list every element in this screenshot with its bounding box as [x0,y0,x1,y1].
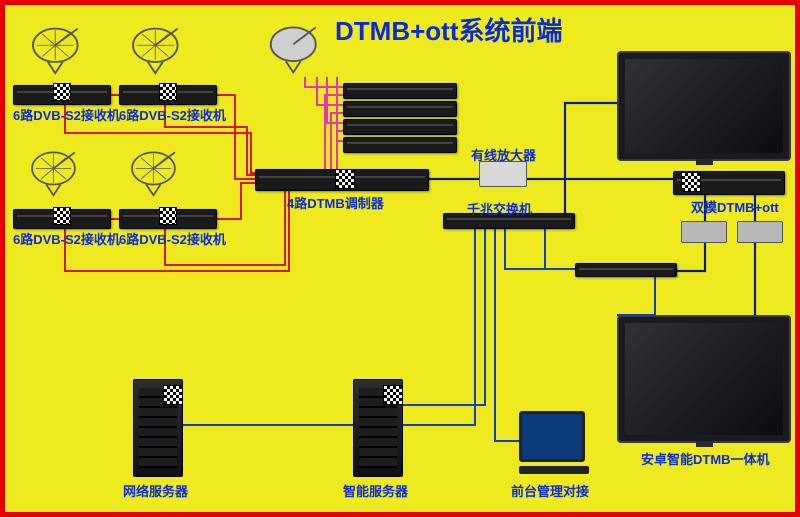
headend-stb-0 [343,83,457,99]
cable-amplifier [479,161,527,187]
satellite-dish-0 [27,23,91,75]
satellite-dish-3 [27,147,87,197]
amplifier-label: 有线放大器 [471,145,536,164]
page-title: DTMB+ott系统前端 [335,11,562,48]
management-pc-label: 前台管理对接 [511,481,589,500]
rf-splitter-1 [681,221,727,243]
receiver-label-0: 6路DVB-S2接收机 [13,105,120,124]
headend-stb-3 [343,137,457,153]
receiver-label-2: 6路DVB-S2接收机 [13,229,120,248]
android-tv-label: 安卓智能DTMB一体机 [641,449,770,468]
receiver-label-1: 6路DVB-S2接收机 [119,105,226,124]
diagram-canvas: DTMB+ott系统前端 6路DVB-S2接收机6路DVB-S2接收机6路DVB… [5,5,795,512]
smart-server-label: 智能服务器 [343,481,408,500]
management-pc [519,411,589,474]
tv-display-top [617,51,791,161]
receiver-label-3: 6路DVB-S2接收机 [119,229,226,248]
dual-mode-stb-label: 双模DTMB+ott [691,197,779,216]
qr-icon [163,385,183,405]
network-server-label: 网络服务器 [123,481,188,500]
qr-icon [159,83,177,101]
qr-icon [335,169,355,189]
satellite-dish-4 [127,147,187,197]
rf-splitter-2 [737,221,783,243]
tv-display-bottom [617,315,791,443]
modulator-label: 4路DTMB调制器 [287,193,384,212]
qr-icon [681,172,701,192]
satellite-dish-2 [267,19,327,77]
secondary-switch [575,263,677,277]
qr-icon [53,207,71,225]
qr-icon [53,83,71,101]
gigabit-switch-label: 千兆交换机 [467,199,532,218]
headend-stb-2 [343,119,457,135]
satellite-dish-1 [127,23,191,75]
qr-icon [159,207,177,225]
qr-icon [383,385,403,405]
headend-stb-1 [343,101,457,117]
